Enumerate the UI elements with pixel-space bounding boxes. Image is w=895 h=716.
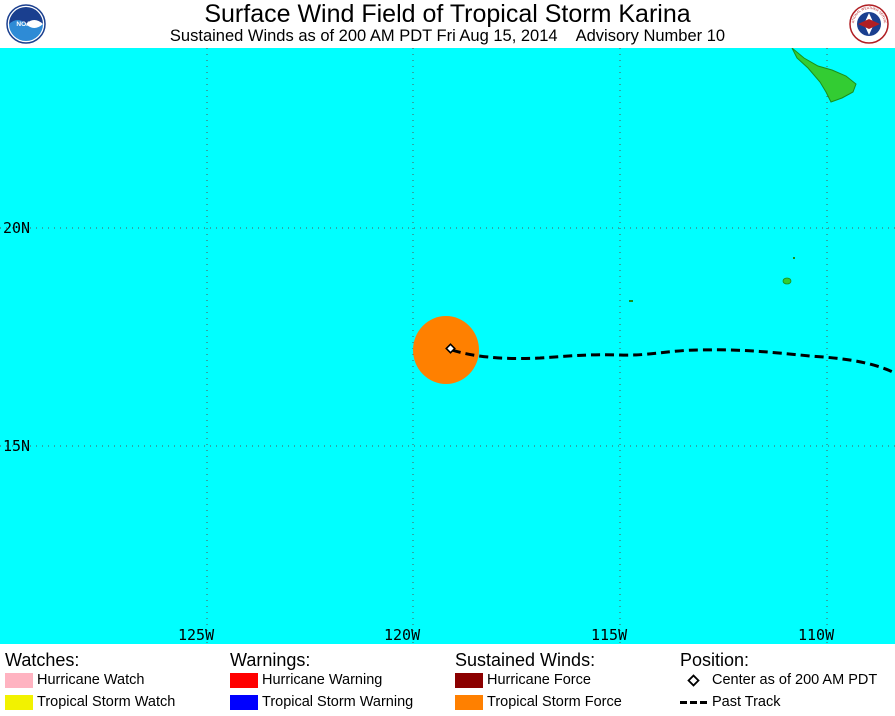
tropical-storm-force-swatch (455, 694, 483, 710)
nws-logo-icon: NATIONAL WEATHER SERVICE (849, 4, 889, 44)
header: NOAA Surface Wind Field of Tropical Stor… (0, 0, 895, 48)
legend-hurricane-force: Hurricane Force (455, 671, 591, 689)
tropical-storm-force-label: Tropical Storm Force (487, 694, 622, 710)
lon-label-125w: 125W (178, 626, 215, 644)
legend-tropical-storm-force: Tropical Storm Force (455, 693, 622, 711)
legend-position-heading: Position: (680, 650, 750, 670)
subtitle-advisory: Advisory Number 10 (575, 27, 726, 45)
legend-hurricane-watch: Hurricane Watch (5, 671, 144, 689)
tropical-storm-watch-label: Tropical Storm Watch (37, 694, 176, 710)
hurricane-force-label: Hurricane Force (487, 672, 591, 688)
lon-label-115w: 115W (591, 626, 628, 644)
legend-tropical-storm-warning: Tropical Storm Warning (230, 693, 413, 711)
map-subtitle: Sustained Winds as of 200 AM PDT Fri Aug… (0, 26, 895, 46)
map-area: 20N 15N 125W 120W 115W 110W (0, 48, 895, 644)
past-track (451, 348, 895, 375)
lon-label-120w: 120W (384, 626, 421, 644)
past-track-dash-icon (680, 700, 710, 704)
land-socorro-island (782, 277, 792, 285)
lat-label-15n: 15N (3, 437, 30, 455)
legend-winds-heading: Sustained Winds: (455, 650, 596, 670)
tropical-storm-warning-label: Tropical Storm Warning (262, 694, 414, 710)
storm-center-marker (445, 343, 456, 354)
legend-tropical-storm-watch: Tropical Storm Watch (5, 693, 175, 711)
land-san-benedicto-island (793, 257, 795, 259)
legend: Watches: Hurricane Watch Tropical Storm … (0, 644, 895, 716)
legend-hurricane-warning: Hurricane Warning (230, 671, 382, 689)
noaa-logo-text: NOAA (16, 21, 35, 28)
center-diamond-icon (687, 673, 700, 687)
noaa-logo-icon: NOAA (6, 4, 46, 44)
tropical-storm-warning-swatch (230, 694, 258, 710)
past-track-label: Past Track (712, 694, 781, 710)
lon-label-110w: 110W (798, 626, 835, 644)
hurricane-watch-label: Hurricane Watch (37, 672, 145, 688)
hurricane-watch-swatch (5, 672, 33, 688)
center-position-label: Center as of 200 AM PDT (712, 672, 878, 688)
subtitle-time: Sustained Winds as of 200 AM PDT Fri Aug… (169, 27, 558, 45)
map-title: Surface Wind Field of Tropical Storm Kar… (204, 0, 691, 28)
tropical-storm-watch-swatch (5, 694, 33, 710)
legend-warnings-heading: Warnings: (230, 650, 311, 670)
tropical-storm-force-wind-field (413, 316, 479, 384)
land-clarion-island (629, 300, 633, 302)
legend-center-position: Center as of 200 AM PDT (680, 671, 877, 689)
hurricane-warning-label: Hurricane Warning (262, 672, 383, 688)
lat-label-20n: 20N (3, 219, 30, 237)
land-baja-california (791, 48, 857, 103)
legend-watches-heading: Watches: (5, 650, 80, 670)
hurricane-warning-swatch (230, 672, 258, 688)
hurricane-force-swatch (455, 672, 483, 688)
legend-past-track: Past Track (680, 693, 781, 711)
